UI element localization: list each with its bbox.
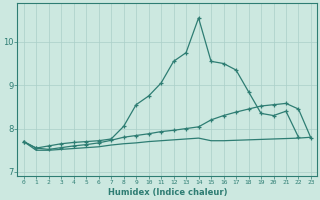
X-axis label: Humidex (Indice chaleur): Humidex (Indice chaleur) — [108, 188, 227, 197]
